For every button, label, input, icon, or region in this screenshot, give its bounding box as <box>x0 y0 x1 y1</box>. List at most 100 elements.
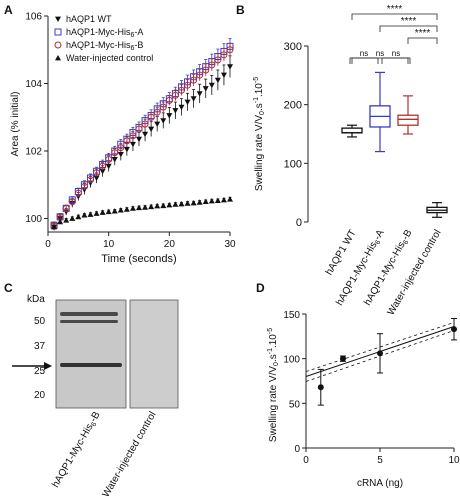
lane-label-sub: 6 <box>90 421 98 428</box>
data-point-2 <box>340 355 346 362</box>
legend-marker-4 <box>55 55 61 61</box>
point-series-4 <box>105 208 112 215</box>
point-series-4 <box>190 199 197 206</box>
point-series-4 <box>227 196 233 202</box>
point-series-1 <box>111 157 118 163</box>
y-tick-label: 100 <box>284 158 302 170</box>
band-upper-2 <box>60 320 118 323</box>
y-axis-label: Swelling rate V/V0.s-1.10-5 <box>253 77 266 191</box>
data-point-4 <box>451 326 457 333</box>
point-series-3 <box>86 176 94 184</box>
point-series-1 <box>196 91 203 97</box>
point-series-4 <box>117 207 124 213</box>
point-series-1 <box>178 104 185 111</box>
y-label-sup1: -1 <box>253 97 260 103</box>
point-series-3 <box>153 108 161 116</box>
legend-label: Water-injected control <box>66 53 153 63</box>
x-tick-label: 10 <box>448 455 460 466</box>
band-arrow-head <box>44 362 52 370</box>
legend-entry-2: hAQP1-Myc-His6-A <box>66 27 143 39</box>
kda-marker: 50 <box>34 316 46 327</box>
significance-bracket <box>407 37 438 44</box>
legend-entry-3: hAQP1-Myc-His6-B <box>66 40 143 52</box>
x-tick-label: 10 <box>103 239 115 250</box>
category-label-sub: 6 <box>402 239 410 246</box>
y-tick-label: 150 <box>283 310 300 321</box>
point-series-1 <box>220 72 227 79</box>
point-series-4 <box>51 223 58 230</box>
point-series-1 <box>105 163 112 170</box>
x-tick-label: 0 <box>303 455 309 466</box>
point-series-1 <box>117 151 124 158</box>
y-axis-label: Swelling rate V/V0.s-1.10-5 <box>267 328 280 442</box>
point-series-4 <box>63 217 70 223</box>
blot-lane-2 <box>129 299 179 409</box>
y-tick-label: 100 <box>25 214 42 225</box>
category-label-suffix: -B <box>400 228 415 242</box>
point-series-3 <box>196 71 204 79</box>
point-series-1 <box>202 86 209 92</box>
y-label-sub: 0 <box>259 111 266 115</box>
x-axis-label: cRNA (ng) <box>357 478 403 489</box>
point-series-1 <box>227 64 233 70</box>
point-series-1 <box>99 168 106 175</box>
legend-suffix: -A <box>134 27 143 37</box>
point-series-4 <box>196 199 203 205</box>
point-series-4 <box>160 202 167 209</box>
significance-bracket <box>351 57 409 64</box>
band-main <box>60 363 122 367</box>
y-tick-label: 102 <box>25 147 42 158</box>
significance-label: **** <box>387 4 403 15</box>
y-label-sup2: -5 <box>253 77 260 83</box>
legend-suffix: -B <box>134 40 143 50</box>
y-label-main: Swelling rate V/V <box>268 366 279 442</box>
lane-label-text: hAQP1-Myc-His <box>50 422 95 490</box>
y-tick-label: 100 <box>283 355 300 366</box>
x-tick-label: 20 <box>164 239 176 250</box>
point-series-4 <box>57 218 64 225</box>
point-series-1 <box>93 175 100 181</box>
category-label-3: hAQP1-Myc-His6-B <box>362 228 415 308</box>
point-series-1 <box>123 146 130 153</box>
y-label-main: Swelling rate V/V <box>254 115 265 191</box>
point-series-1 <box>129 141 136 148</box>
y-label-sup2: -5 <box>267 328 274 334</box>
point-series-3 <box>159 103 167 111</box>
point-series-4 <box>148 203 155 210</box>
point-series-3 <box>202 66 210 74</box>
y-label-mid: .10 <box>268 334 279 348</box>
significance-bracket <box>349 57 379 64</box>
significance-label: ns <box>392 49 400 58</box>
y-tick-label: 0 <box>296 217 302 229</box>
point-series-3 <box>141 120 149 128</box>
significance-bracket <box>381 57 411 64</box>
point-series-4 <box>142 204 149 210</box>
point-series-3 <box>105 155 113 163</box>
point-series-3 <box>117 144 125 152</box>
significance-label: ns <box>360 49 368 58</box>
point-series-3 <box>214 56 222 64</box>
legend-marker-1 <box>55 16 61 22</box>
point-series-4 <box>129 205 136 211</box>
significance-bracket <box>379 25 438 32</box>
category-label-sub: 6 <box>374 239 382 246</box>
point-series-3 <box>99 162 107 170</box>
legend-marker-2 <box>54 28 62 36</box>
point-series-4 <box>93 210 100 216</box>
legend-marker-3 <box>54 41 62 49</box>
point-series-3 <box>220 51 228 59</box>
y-tick-label: 50 <box>289 399 301 410</box>
point-series-3 <box>129 132 137 140</box>
box-1 <box>341 127 363 134</box>
category-label-text: Water-injected control <box>386 228 444 317</box>
x-tick-label: 0 <box>45 239 51 250</box>
significance-label: **** <box>401 16 417 27</box>
kda-marker: 37 <box>34 341 46 352</box>
point-series-1 <box>190 96 197 102</box>
point-series-1 <box>166 113 173 119</box>
category-label-4: Water-injected control <box>386 228 444 317</box>
kda-marker: 20 <box>34 390 46 401</box>
point-series-3 <box>80 182 88 190</box>
